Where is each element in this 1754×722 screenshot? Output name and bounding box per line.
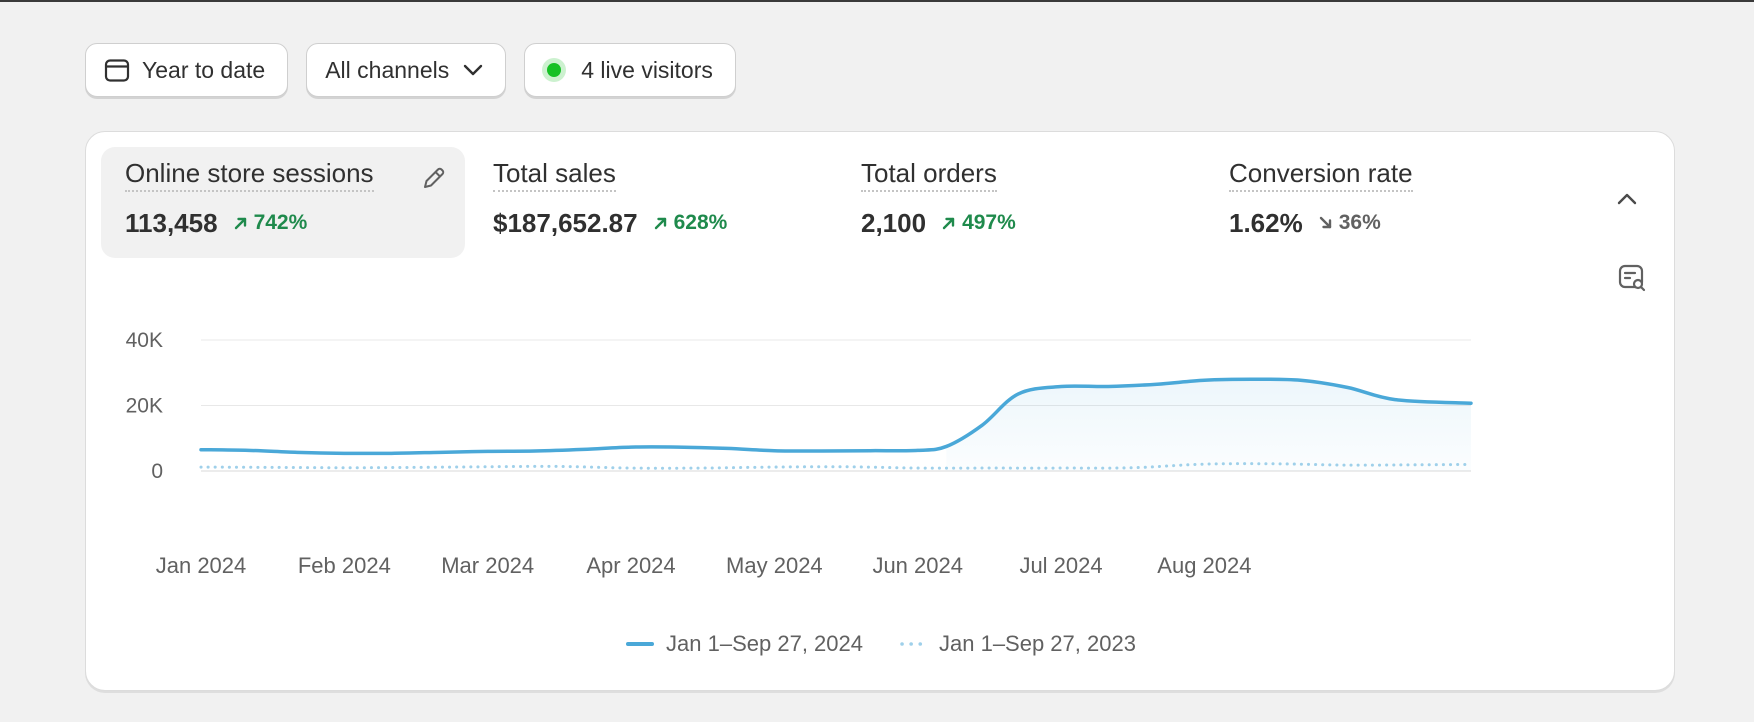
sessions-line-chart: 0 20K 40K Jan 2024 Feb 2024 Mar 2024 Apr 2024… [126,329,1473,578]
calendar-icon [104,57,130,83]
metric-delta-value: 742% [253,211,308,235]
x-tick-label: Mar 2024 [441,553,534,578]
metric-tab-conversion-rate[interactable]: Conversion rate 1.62% 36% [1205,147,1569,258]
legend-dotted-line-icon [900,642,927,646]
chart-annotations-icon[interactable] [1617,263,1647,298]
metric-label: Total orders [861,158,997,192]
legend-label: Jan 1–Sep 27, 2023 [939,631,1136,656]
metric-delta-value: 36% [1338,211,1381,235]
series-area-current [946,379,1471,471]
x-tick-label: Aug 2024 [1157,553,1251,578]
edit-pencil-icon[interactable] [419,165,447,198]
metric-delta-value: 497% [962,211,1016,235]
live-visitors-button[interactable]: 4 live visitors [524,43,736,97]
metric-tab-sessions[interactable]: Online store sessions 113,458 742% [101,147,465,258]
x-tick-label: Apr 2024 [586,553,675,578]
y-tick-label: 0 [151,460,163,483]
y-tick-label: 40K [126,329,163,352]
channel-select[interactable]: All channels [306,43,507,97]
arrow-up-right-icon [654,218,666,230]
metric-delta: 36% [1319,211,1381,235]
metric-delta-value: 628% [673,211,728,235]
metric-value: $187,652.87 [493,207,638,238]
date-range-button[interactable]: Year to date [85,43,289,97]
arrow-up-right-icon [942,218,955,230]
x-tick-label: Jun 2024 [872,553,963,578]
x-tick-label: Feb 2024 [298,553,391,578]
chevron-up-icon[interactable] [1613,185,1641,218]
date-range-label: Year to date [142,56,266,83]
filter-bar: Year to date All channels 4 live visitor… [85,43,736,97]
metric-value: 113,458 [125,207,218,238]
x-tick-label: May 2024 [726,553,823,578]
chart-legend: Jan 1–Sep 27, 2024 Jan 1–Sep 27, 2023 [86,631,1676,657]
y-tick-label: 20K [126,395,163,418]
legend-label: Jan 1–Sep 27, 2024 [666,631,863,656]
legend-solid-line-icon [626,642,655,646]
metric-delta: 628% [654,211,728,235]
metric-delta: 742% [234,211,308,235]
arrow-up-right-icon [234,218,246,230]
metric-tab-total-orders[interactable]: Total orders 2,100 497% [837,147,1201,258]
chevron-down-icon [463,64,483,76]
x-tick-label: Jan 2024 [156,553,247,578]
legend-item-comparison[interactable]: Jan 1–Sep 27, 2023 [899,631,1136,657]
metric-value: 2,100 [861,207,927,238]
live-indicator-icon [547,63,562,77]
metric-tabs: Online store sessions 113,458 742% Total… [101,147,1573,258]
metric-label: Conversion rate [1229,158,1413,192]
channel-label: All channels [325,56,450,83]
metric-value: 1.62% [1229,207,1303,238]
x-tick-label: Jul 2024 [1019,553,1102,578]
series-line-current [199,377,1473,456]
metric-label: Online store sessions [125,158,374,192]
legend-item-current[interactable]: Jan 1–Sep 27, 2024 [626,631,863,657]
metric-tab-total-sales[interactable]: Total sales $187,652.87 628% [469,147,833,258]
metric-label: Total sales [493,158,616,192]
arrow-down-right-icon [1319,217,1331,229]
window-top-border [0,0,1754,2]
analytics-card: Online store sessions 113,458 742% Total… [85,131,1675,691]
metric-delta: 497% [942,211,1016,235]
series-line-comparison [199,462,1473,470]
live-visitors-label: 4 live visitors [581,56,713,83]
